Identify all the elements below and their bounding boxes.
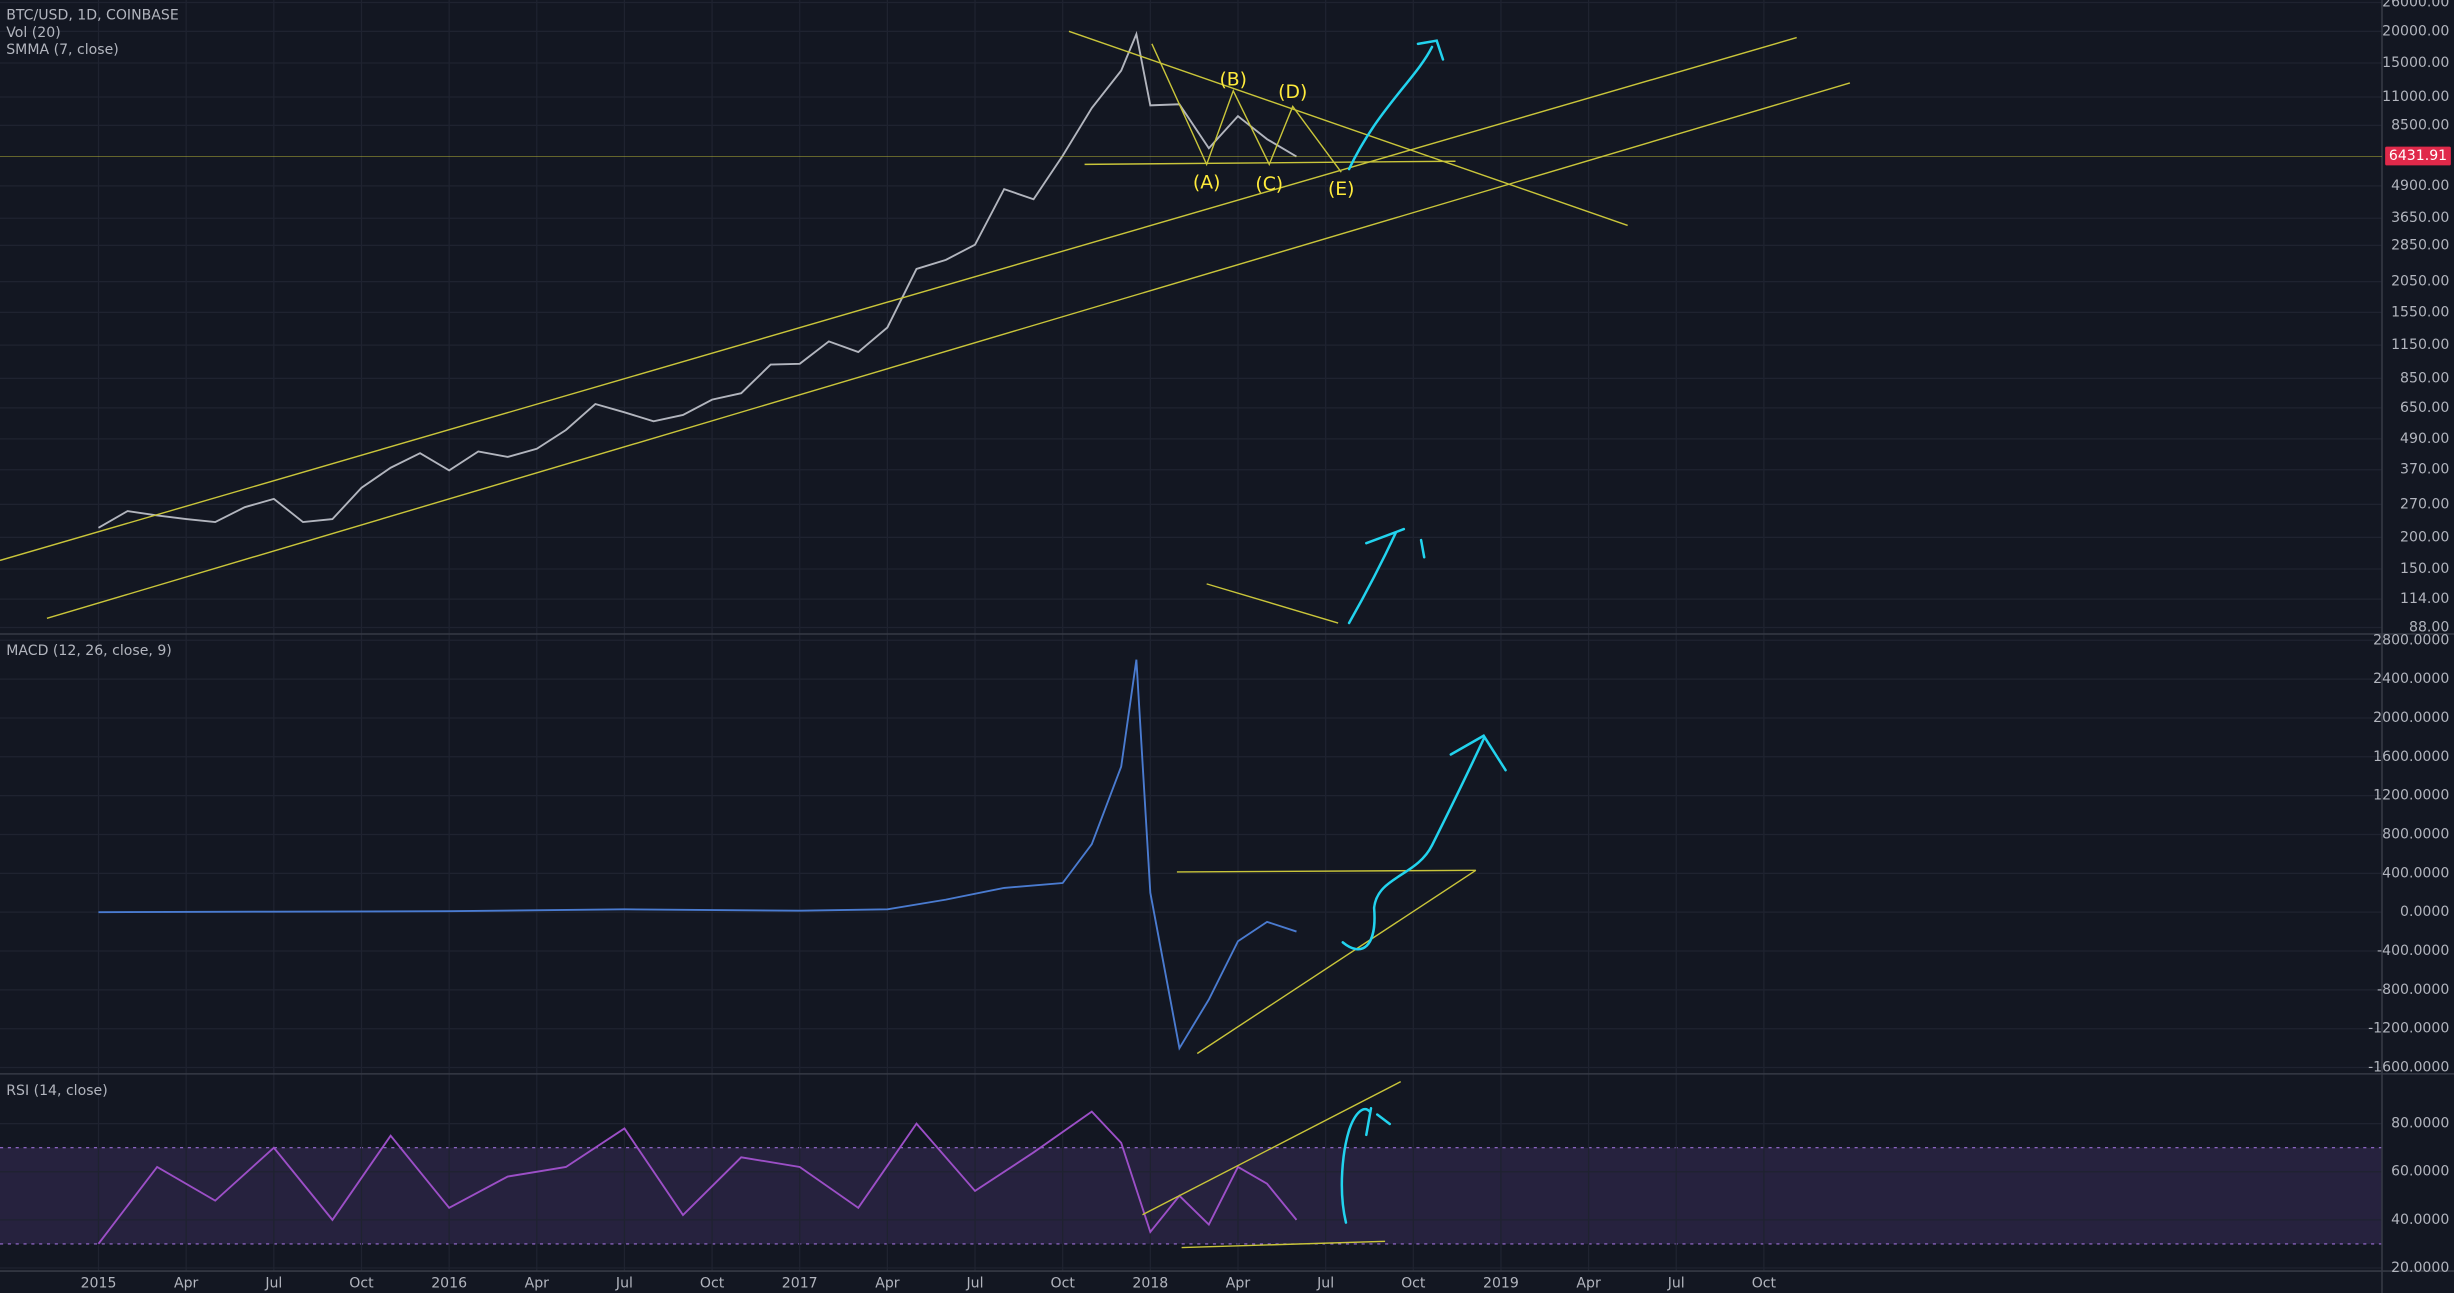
y-tick-label: 60.0000 xyxy=(2391,1164,2449,1180)
y-tick-label: 150.00 xyxy=(2400,561,2449,577)
y-tick-label: 80.0000 xyxy=(2391,1116,2449,1132)
y-tick-label: 2850.00 xyxy=(2391,237,2449,253)
pattern-label: (A) xyxy=(1193,173,1220,194)
x-tick-label: Jul xyxy=(1316,1276,1334,1292)
y-tick-label: -1600.0000 xyxy=(2368,1060,2449,1076)
x-tick-label: Apr xyxy=(1226,1276,1251,1292)
x-tick-label: 2015 xyxy=(81,1276,117,1292)
y-tick-label: 20.0000 xyxy=(2391,1260,2449,1276)
symbol-title: BTC/USD, 1D, COINBASE xyxy=(6,8,178,24)
last-price-tag xyxy=(2385,146,2451,166)
y-tick-label: 370.00 xyxy=(2400,462,2449,478)
y-tick-label: 4900.00 xyxy=(2391,178,2449,194)
rsi-title: RSI (14, close) xyxy=(6,1083,107,1099)
x-tick-label: Oct xyxy=(1051,1276,1076,1292)
y-tick-label: 1150.00 xyxy=(2391,337,2449,353)
x-tick-label: Apr xyxy=(875,1276,900,1292)
x-tick-label: Jul xyxy=(1667,1276,1685,1292)
y-tick-label: 0.0000 xyxy=(2400,904,2449,920)
y-tick-label: 20000.00 xyxy=(2382,23,2449,39)
y-tick-label: 88.00 xyxy=(2409,620,2449,636)
x-tick-label: Jul xyxy=(264,1276,282,1292)
x-tick-label: 2016 xyxy=(431,1276,467,1292)
y-tick-label: 3650.00 xyxy=(2391,210,2449,226)
y-tick-label: 8500.00 xyxy=(2391,117,2449,133)
x-tick-label: 2017 xyxy=(782,1276,818,1292)
rsi-band xyxy=(0,1147,2383,1244)
x-tick-label: Apr xyxy=(174,1276,199,1292)
y-tick-label: 2800.0000 xyxy=(2373,632,2449,648)
y-tick-label: 270.00 xyxy=(2400,496,2449,512)
last-price-label: 6431.91 xyxy=(2389,148,2447,164)
y-tick-label: 1600.0000 xyxy=(2373,749,2449,765)
x-tick-label: Apr xyxy=(1576,1276,1601,1292)
y-tick-label: 800.0000 xyxy=(2382,826,2449,842)
y-tick-label: 15000.00 xyxy=(2382,55,2449,71)
pattern-label: (C) xyxy=(1255,174,1283,195)
x-tick-label: Oct xyxy=(1752,1276,1777,1292)
y-tick-label: -400.0000 xyxy=(2377,943,2449,959)
grid xyxy=(0,0,2383,1272)
x-tick-label: Apr xyxy=(525,1276,550,1292)
pattern-label: (E) xyxy=(1328,179,1354,200)
y-tick-label: 11000.00 xyxy=(2382,89,2449,105)
series-line xyxy=(97,30,1297,529)
y-tick-label: -1200.0000 xyxy=(2368,1021,2449,1037)
y-tick-label: 2400.0000 xyxy=(2373,671,2449,687)
x-tick-label: Jul xyxy=(966,1276,984,1292)
x-tick-label: Oct xyxy=(700,1276,725,1292)
pattern-label: (B) xyxy=(1219,69,1247,90)
pattern-label: (D) xyxy=(1278,82,1307,103)
y-tick-label: 200.00 xyxy=(2400,529,2449,545)
y-tick-label: 850.00 xyxy=(2400,370,2449,386)
y-tick-label: -800.0000 xyxy=(2377,982,2449,998)
y-tick-label: 1550.00 xyxy=(2391,304,2449,320)
drawings xyxy=(0,30,2383,1249)
y-tick-label: 490.00 xyxy=(2400,431,2449,447)
x-tick-label: Oct xyxy=(349,1276,374,1292)
y-tick-label: 2000.0000 xyxy=(2373,710,2449,726)
y-tick-label: 26000.00 xyxy=(2382,0,2449,11)
axes: 26000.00 20000.00 15000.00 11000.00 8500.00 4… xyxy=(81,0,2451,1292)
x-tick-label: 2018 xyxy=(1132,1276,1168,1292)
y-tick-label: 114.00 xyxy=(2400,591,2449,607)
y-tick-label: 2050.00 xyxy=(2391,274,2449,290)
macd-title: MACD (12, 26, close, 9) xyxy=(6,643,172,659)
series-line xyxy=(98,659,1297,1051)
indicator-label: Vol (20) xyxy=(6,25,60,41)
indicator-label: SMMA (7, close) xyxy=(6,42,118,58)
y-tick-label: 1200.0000 xyxy=(2373,788,2449,804)
y-tick-label: 400.0000 xyxy=(2382,865,2449,881)
x-tick-label: Jul xyxy=(615,1276,633,1292)
x-tick-label: 2019 xyxy=(1483,1276,1519,1292)
x-tick-label: Oct xyxy=(1401,1276,1426,1292)
y-tick-label: 650.00 xyxy=(2400,400,2449,416)
y-tick-label: 40.0000 xyxy=(2391,1212,2449,1228)
